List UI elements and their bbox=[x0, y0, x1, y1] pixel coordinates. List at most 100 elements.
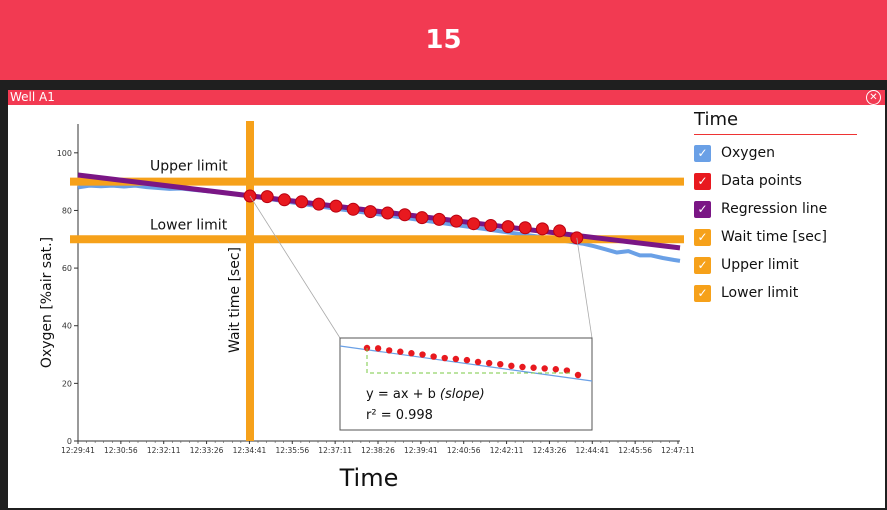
inset-box bbox=[339, 337, 593, 431]
x-tick-label: 12:42:11 bbox=[490, 446, 524, 455]
data-point bbox=[312, 197, 326, 211]
data-point bbox=[398, 208, 412, 222]
inset-data-point bbox=[497, 361, 504, 368]
data-point bbox=[415, 211, 429, 225]
data-point bbox=[432, 212, 446, 226]
legend-label: Oxygen bbox=[721, 145, 775, 161]
slope-guide bbox=[366, 348, 570, 374]
zoom-connector bbox=[576, 237, 593, 339]
lower-limit-label: Lower limit bbox=[150, 217, 228, 233]
legend-item[interactable]: ✓ Regression line bbox=[694, 195, 874, 223]
legend-item[interactable]: ✓ Wait time [sec] bbox=[694, 223, 874, 251]
checkbox-checked-icon[interactable]: ✓ bbox=[694, 144, 711, 162]
legend-label: Wait time [sec] bbox=[721, 229, 827, 245]
zoom-connector bbox=[249, 195, 341, 339]
data-point bbox=[467, 217, 481, 231]
wait-time-label: Wait time [sec] bbox=[227, 247, 243, 353]
x-tick-label: 12:47:11 bbox=[661, 446, 694, 455]
checkbox-checked-icon[interactable]: ✓ bbox=[694, 172, 711, 190]
inset-data-point bbox=[474, 358, 482, 366]
inset-r2: r² = 0.998 bbox=[366, 408, 433, 423]
inset-data-point bbox=[430, 353, 437, 360]
checkbox-checked-icon[interactable]: ✓ bbox=[694, 228, 711, 246]
data-point bbox=[518, 221, 532, 235]
legend-label: Upper limit bbox=[721, 257, 799, 273]
data-point bbox=[381, 206, 395, 220]
inset-data-point bbox=[574, 371, 582, 379]
checkbox-checked-icon[interactable]: ✓ bbox=[694, 200, 711, 218]
banner: 15 bbox=[0, 0, 887, 80]
y-tick-label: 0 bbox=[67, 437, 72, 446]
panel-title: Well A1 bbox=[10, 90, 55, 104]
inset-oxygen-line bbox=[339, 345, 593, 382]
y-tick-label: 40 bbox=[62, 322, 72, 331]
legend-item[interactable]: ✓ Oxygen bbox=[694, 139, 874, 167]
checkbox-checked-icon[interactable]: ✓ bbox=[694, 284, 711, 302]
data-point bbox=[501, 220, 515, 234]
inset-data-point bbox=[452, 355, 460, 363]
x-tick-label: 12:37:11 bbox=[318, 446, 352, 455]
banner-title: 15 bbox=[425, 25, 462, 55]
y-tick-label: 60 bbox=[62, 264, 72, 273]
inset-data-point bbox=[441, 354, 448, 362]
data-point bbox=[484, 218, 498, 232]
data-point bbox=[295, 195, 309, 209]
legend-label: Lower limit bbox=[721, 285, 799, 301]
x-tick-label: 12:32:11 bbox=[147, 446, 181, 455]
x-tick-label: 12:45:56 bbox=[618, 446, 652, 455]
x-tick-label: 12:44:41 bbox=[575, 446, 609, 455]
data-point bbox=[346, 202, 360, 216]
inset-data-point bbox=[463, 356, 471, 364]
data-point bbox=[535, 222, 549, 236]
inset-data-point bbox=[552, 366, 559, 373]
y-tick-label: 80 bbox=[62, 206, 72, 215]
close-icon[interactable]: ✕ bbox=[866, 90, 881, 105]
inset-data-point bbox=[508, 362, 515, 370]
inset-data-point bbox=[485, 359, 493, 367]
x-tick-label: 12:35:56 bbox=[275, 446, 309, 455]
chart-panel: Well A1 ✕ 0 20 40 60 80 100 12:29:41 12:30:56 12… bbox=[8, 90, 885, 508]
legend-item[interactable]: ✓ Upper limit bbox=[694, 251, 874, 279]
equation-text: y = ax + b bbox=[366, 387, 436, 402]
legend-item[interactable]: ✓ Lower limit bbox=[694, 279, 874, 307]
y-axis-label: Oxygen [%air sat.] bbox=[39, 237, 55, 368]
inset-data-point bbox=[397, 348, 404, 355]
inset-data-point bbox=[563, 367, 571, 374]
data-point bbox=[277, 193, 291, 207]
legend-label: Data points bbox=[721, 173, 802, 189]
data-point bbox=[449, 214, 463, 228]
inset-data-point bbox=[386, 347, 393, 354]
x-tick-label: 12:43:26 bbox=[533, 446, 567, 455]
legend-label: Regression line bbox=[721, 201, 828, 217]
inset-data-point bbox=[419, 351, 426, 358]
data-point bbox=[363, 205, 377, 219]
inset-data-point bbox=[519, 363, 526, 371]
x-tick-label: 12:29:41 bbox=[61, 446, 95, 455]
inset-data-point bbox=[541, 365, 548, 372]
x-tick-label: 12:39:41 bbox=[404, 446, 438, 455]
x-tick-label: 12:34:41 bbox=[233, 446, 267, 455]
x-tick-label: 12:40:56 bbox=[447, 446, 481, 455]
inset-data-point bbox=[374, 345, 382, 352]
inset-data-point bbox=[530, 364, 537, 371]
x-tick-label: 12:30:56 bbox=[104, 446, 138, 455]
oxygen-chart: 0 20 40 60 80 100 12:29:41 12:30:56 12:32:11 12:3… bbox=[39, 121, 694, 492]
panel-header: Well A1 ✕ bbox=[8, 90, 885, 105]
legend-title: Time bbox=[694, 108, 857, 135]
upper-limit-label: Upper limit bbox=[150, 159, 228, 175]
data-point bbox=[329, 199, 343, 213]
y-tick-label: 20 bbox=[62, 379, 72, 388]
inset-equation: y = ax + b (slope) bbox=[366, 387, 485, 402]
x-tick-label: 12:33:26 bbox=[190, 446, 224, 455]
data-point bbox=[260, 190, 274, 204]
equation-note: (slope) bbox=[440, 387, 485, 402]
legend: Time ✓ Oxygen ✓ Data points ✓ Regression line… bbox=[694, 108, 874, 307]
legend-item[interactable]: ✓ Data points bbox=[694, 167, 874, 195]
data-point bbox=[553, 224, 567, 238]
banner-divider bbox=[0, 80, 887, 90]
x-axis-label: Time bbox=[339, 464, 399, 492]
checkbox-checked-icon[interactable]: ✓ bbox=[694, 256, 711, 274]
inset-data-point bbox=[408, 350, 415, 357]
y-tick-label: 100 bbox=[57, 149, 72, 158]
x-tick-label: 12:38:26 bbox=[361, 446, 395, 455]
